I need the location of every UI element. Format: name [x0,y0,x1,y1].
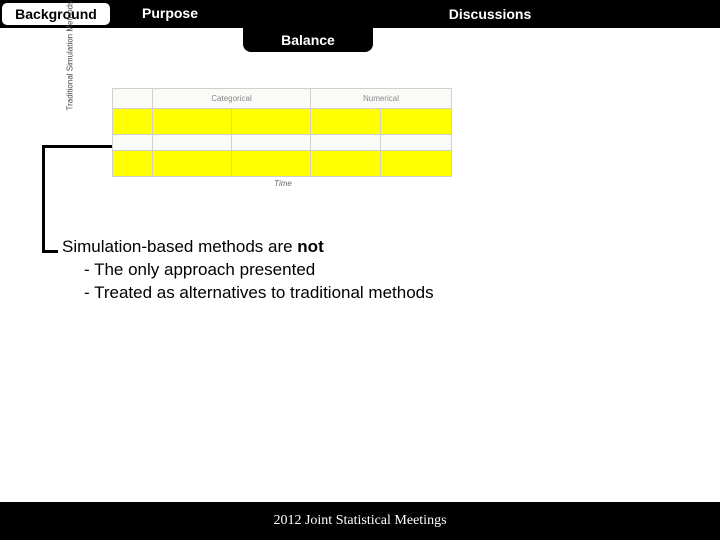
footer: 2012 Joint Statistical Meetings [0,502,720,540]
connector-line [42,250,58,253]
x-axis-label: Time [112,179,454,188]
body-line1b: not [297,237,323,256]
y-axis-label: Traditional Simulation Methods [66,11,75,111]
concept-table: Traditional Simulation Methods Categoric… [98,88,454,188]
col-header-right: Numerical [310,89,451,109]
tab-discussions[interactable]: Discussions [428,2,552,26]
connector-line [42,145,45,253]
body-line3: - Treated as alternatives to traditional… [84,282,434,305]
body-line1a: Simulation-based methods are [62,237,297,256]
tab-purpose[interactable]: Purpose [120,0,220,26]
grid-table: Categorical Numerical [112,88,452,177]
col-header-left: Categorical [153,89,311,109]
tab-balance[interactable]: Balance [243,28,373,52]
tab-background[interactable]: Background [1,2,111,26]
body-text: Simulation-based methods are not - The o… [62,236,434,305]
body-line2: - The only approach presented [84,259,434,282]
